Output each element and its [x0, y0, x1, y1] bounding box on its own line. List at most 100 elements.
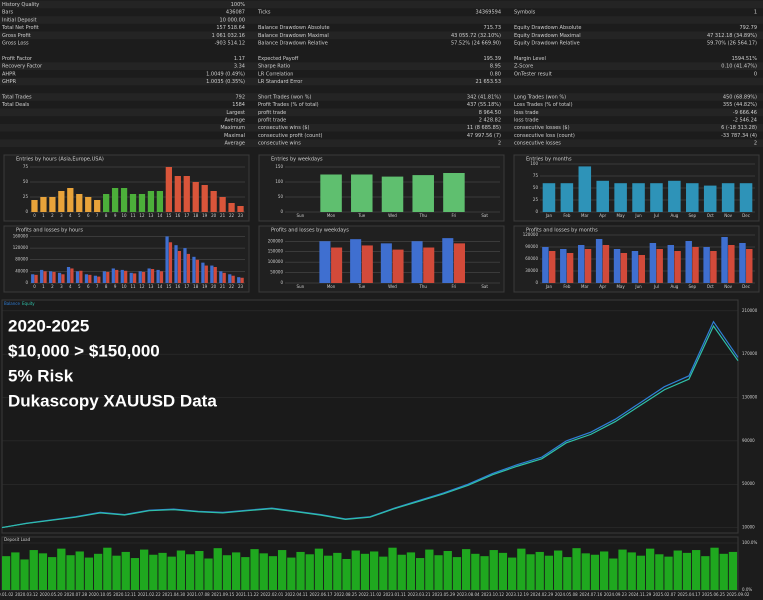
stat-label: Equity Drawdown Absolute	[514, 25, 581, 31]
x-tick-label: 2022.06.17	[309, 592, 332, 597]
bar	[320, 174, 342, 212]
y-tick-label: 50000	[742, 481, 755, 486]
y-tick-label: 0	[25, 209, 28, 214]
bar	[656, 249, 663, 283]
load-bar	[333, 552, 342, 590]
bar	[674, 251, 681, 283]
bar	[746, 249, 753, 283]
stat-label: Profit Trades (% of total)	[258, 102, 319, 108]
stat-label: Gross Loss	[2, 41, 29, 47]
bar	[210, 265, 214, 283]
bar	[542, 183, 556, 212]
stat-value: -9 666.46	[733, 110, 757, 116]
row-stripe	[0, 108, 763, 117]
bar	[201, 262, 205, 283]
x-tick-label: 2021.07.08	[187, 592, 210, 597]
stat-value: 8.95	[490, 64, 501, 70]
stat-label: Balance Drawdown Relative	[258, 41, 328, 47]
stat-label: Short Trades (won %)	[258, 94, 311, 100]
bar	[620, 253, 628, 283]
x-tick-label: 15	[166, 284, 172, 289]
stat-value: 6 (-18 313.28)	[721, 125, 757, 131]
x-tick-label: 4	[69, 213, 72, 218]
x-tick-label: Jan	[545, 284, 553, 289]
x-tick-label: 1	[42, 213, 45, 218]
y-tick-label: 150	[275, 164, 283, 169]
x-tick-label: Jul	[653, 284, 659, 289]
stat-label: Profit Factor	[2, 56, 33, 62]
load-bar	[646, 548, 655, 590]
load-bar	[112, 555, 121, 590]
x-tick-label: 17	[184, 284, 190, 289]
plot-frame	[1, 299, 739, 534]
x-tick-label: Oct	[707, 284, 714, 289]
bar	[79, 270, 83, 283]
stat-label: consecutive losses ($)	[514, 125, 570, 131]
bar	[183, 248, 187, 283]
x-tick-label: 10	[122, 213, 128, 218]
row-stripe	[0, 77, 763, 86]
load-bar	[710, 547, 719, 590]
load-bar	[581, 553, 590, 590]
load-bar	[618, 549, 627, 590]
x-tick-label: 2020.10.05	[89, 592, 112, 597]
bar	[106, 271, 110, 283]
stat-value: 715.73	[484, 25, 502, 31]
y-tick-label: 30000	[525, 268, 538, 273]
load-bar	[682, 552, 692, 590]
stat-value: 355 (44.82%)	[723, 102, 757, 108]
bar	[138, 194, 146, 212]
stat-label: LR Standard Error	[258, 79, 303, 85]
stat-value: 792	[235, 94, 245, 100]
stat-value: -2 546.24	[733, 118, 757, 124]
load-bar	[287, 557, 296, 590]
load-bar	[508, 557, 517, 590]
stat-value: 59.70% (26 564.17)	[707, 41, 757, 47]
x-tick-label: May	[616, 284, 625, 289]
stat-value: 8 964.50	[479, 110, 501, 116]
y-tick-label: 0	[535, 280, 538, 285]
bar	[631, 251, 639, 283]
stat-value: 100%	[231, 2, 246, 8]
load-bar	[204, 558, 213, 590]
stat-value: 47 997.56 (7)	[467, 133, 501, 139]
load-bar	[664, 556, 673, 590]
bar	[721, 237, 728, 283]
y-tick-label: 0	[25, 280, 28, 285]
bar	[710, 251, 717, 283]
x-tick-label: Feb	[563, 284, 571, 289]
y-tick-label: 100.0%	[742, 540, 757, 545]
stat-label: GHPR	[2, 79, 17, 85]
load-bar	[11, 552, 20, 590]
stat-label: Gross Profit	[2, 33, 31, 39]
x-tick-label: 2023.08.04	[457, 592, 480, 597]
load-bar	[416, 558, 425, 590]
line	[1, 324, 739, 529]
bar	[141, 271, 146, 283]
y-tick-label: 170000	[742, 351, 758, 356]
stat-value: 0	[754, 71, 757, 77]
row-stripe	[0, 16, 763, 24]
bar	[560, 183, 574, 212]
x-tick-label: 18	[193, 213, 199, 218]
chart-title: Entries by weekdays	[271, 157, 323, 163]
load-bar	[149, 554, 158, 590]
bar	[578, 166, 592, 212]
y-tick-label: 150000	[268, 249, 284, 254]
stat-label: Expected Payoff	[258, 56, 299, 62]
x-tick-label: 2025.06.25	[702, 592, 725, 597]
stat-label: Loss Trades (% of total)	[514, 102, 573, 108]
x-tick-label: Nov	[724, 284, 732, 289]
stat-value: 2 428.82	[479, 118, 501, 124]
bar	[685, 241, 692, 283]
bar	[31, 200, 38, 212]
stat-label: History Quality	[2, 2, 39, 8]
bar	[183, 176, 190, 212]
stat-value: 11 (8 685.85)	[467, 125, 501, 131]
x-tick-label: Sat	[481, 213, 488, 218]
y-tick-label: 75	[533, 173, 539, 178]
load-bar	[590, 554, 600, 590]
load-bar	[38, 553, 48, 590]
load-bar	[692, 550, 701, 590]
stat-value: 1.17	[234, 56, 245, 62]
